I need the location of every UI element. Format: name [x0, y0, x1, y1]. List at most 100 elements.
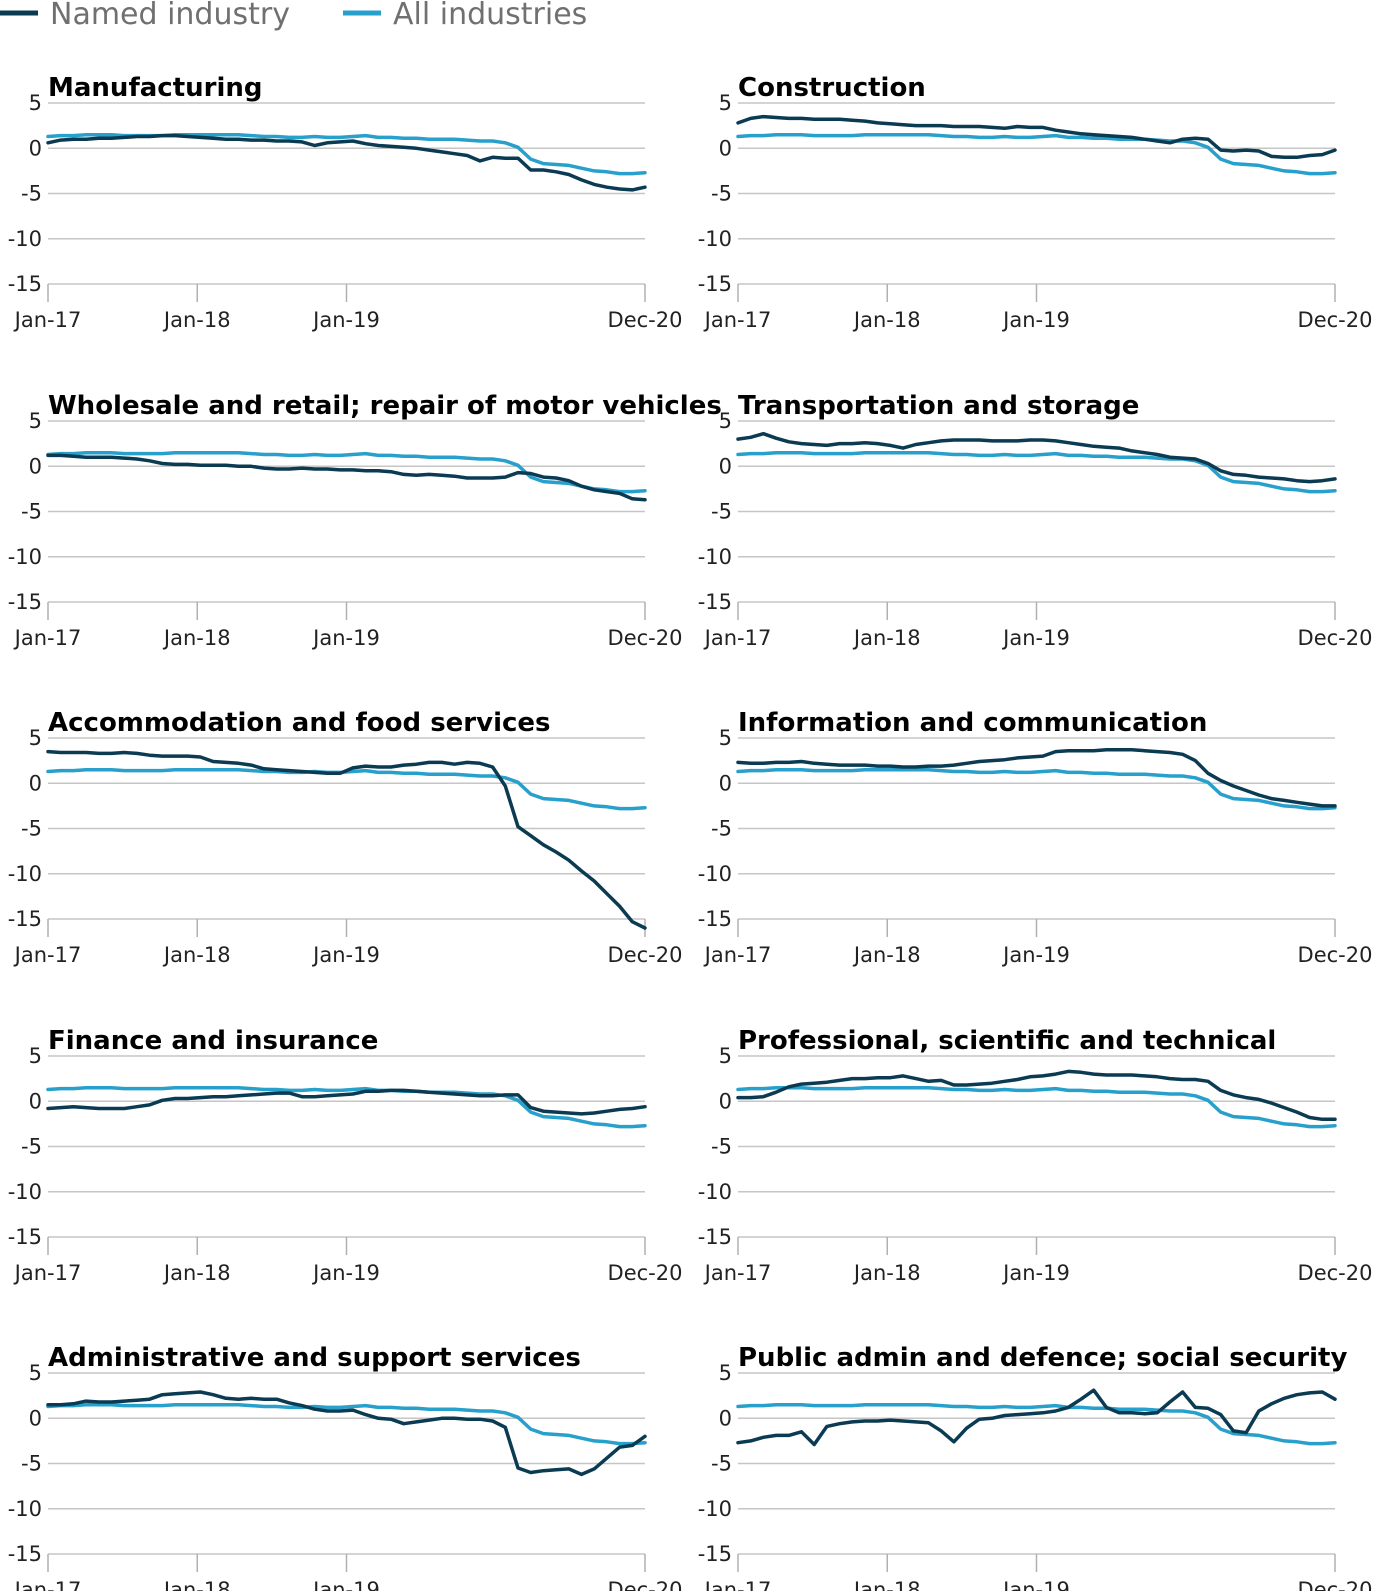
y-tick-label: 0	[29, 1089, 42, 1113]
x-tick-label: Dec-20	[1298, 626, 1373, 650]
x-tick-label: Jan-17	[703, 308, 772, 332]
series-all-industries	[46, 767, 647, 811]
x-tick-label: Jan-18	[852, 1261, 921, 1285]
y-tick-label: -10	[8, 227, 42, 251]
x-tick-label: Jan-18	[162, 626, 231, 650]
series-named-industry	[46, 1088, 647, 1116]
y-tick-label: -10	[8, 862, 42, 886]
legend-label-all-industries: All industries	[393, 0, 587, 32]
y-tick-label: -10	[8, 1497, 42, 1521]
x-tick-label: Jan-18	[162, 1578, 231, 1591]
x-tick-label: Jan-17	[703, 943, 772, 967]
x-tick-label: Jan-19	[311, 1578, 380, 1591]
y-tick-label: -5	[21, 1135, 42, 1159]
series-named-industry	[46, 1390, 647, 1477]
y-tick-label: -15	[698, 1225, 732, 1249]
series-named-industry	[736, 748, 1337, 808]
x-tick-label: Jan-18	[852, 1578, 921, 1591]
x-tick-label: Dec-20	[1298, 943, 1373, 967]
x-tick-label: Dec-20	[608, 943, 683, 967]
y-tick-label: 0	[29, 136, 42, 160]
y-tick-label: -10	[698, 227, 732, 251]
series-all-industries	[46, 1085, 647, 1129]
x-tick-label: Jan-19	[1001, 1578, 1070, 1591]
x-tick-label: Jan-18	[162, 308, 231, 332]
panel-title: Information and communication	[738, 708, 1207, 738]
y-tick-label: -10	[8, 545, 42, 569]
y-tick-label: 0	[29, 454, 42, 478]
series-all-industries	[46, 1402, 647, 1446]
y-tick-label: -5	[711, 500, 732, 524]
x-tick-label: Jan-18	[852, 308, 921, 332]
y-tick-label: -15	[698, 907, 732, 931]
y-tick-label: 5	[719, 409, 732, 433]
x-tick-label: Jan-19	[311, 1261, 380, 1285]
y-tick-label: -10	[8, 1180, 42, 1204]
x-tick-label: Jan-17	[13, 1578, 82, 1591]
panel-professional-scientific-and-technical: 5 0 -5 -10 -15 Jan-17 Jan-18 Jan-19 Dec-20 Profes…	[698, 1026, 1373, 1285]
y-tick-label: 5	[29, 409, 42, 433]
y-tick-label: -15	[8, 1542, 42, 1566]
x-tick-label: Jan-17	[703, 626, 772, 650]
series-all-industries	[736, 767, 1337, 811]
y-tick-label: 5	[719, 1361, 732, 1385]
series-named-industry	[736, 431, 1337, 484]
x-tick-label: Dec-20	[608, 626, 683, 650]
y-tick-label: -10	[698, 1180, 732, 1204]
y-tick-label: 5	[29, 1044, 42, 1068]
x-tick-label: Dec-20	[608, 308, 683, 332]
series-all-industries	[736, 132, 1337, 176]
x-tick-label: Jan-19	[1001, 943, 1070, 967]
legend: Named industry All industries	[0, 0, 587, 32]
panel-title: Wholesale and retail; repair of motor ve…	[48, 391, 722, 421]
legend-item-all-industries: All industries	[343, 0, 587, 32]
x-tick-label: Jan-19	[1001, 1261, 1070, 1285]
panel-title: Accommodation and food services	[48, 708, 551, 738]
panel-information-and-communication: 5 0 -5 -10 -15 Jan-17 Jan-18 Jan-19 Dec-20 Inform…	[698, 708, 1373, 967]
y-tick-label: 5	[719, 91, 732, 115]
panel-wholesale-and-retail-repair-of-motor-vehicles: 5 0 -5 -10 -15 Jan-17 Jan-18 Jan-19 Dec-20 Wholes…	[8, 391, 722, 650]
panel-title: Finance and insurance	[48, 1026, 378, 1056]
series-all-industries	[736, 450, 1337, 494]
y-tick-label: 0	[719, 1089, 732, 1113]
x-tick-label: Jan-17	[703, 1261, 772, 1285]
x-tick-label: Dec-20	[608, 1578, 683, 1591]
panel-manufacturing: 5 0 -5 -10 -15 Jan-17 Jan-18 Jan-19 Dec-20 Manufa…	[8, 73, 683, 332]
y-tick-label: -15	[698, 1542, 732, 1566]
x-tick-label: Dec-20	[1298, 1261, 1373, 1285]
y-tick-label: -10	[698, 545, 732, 569]
y-tick-label: 5	[29, 91, 42, 115]
x-tick-label: Jan-17	[13, 943, 82, 967]
y-tick-label: 0	[29, 771, 42, 795]
series-named-industry	[46, 133, 647, 192]
y-tick-label: 0	[719, 771, 732, 795]
x-tick-label: Jan-17	[13, 308, 82, 332]
series-named-industry	[736, 114, 1337, 160]
x-tick-label: Jan-18	[162, 943, 231, 967]
panel-public-admin-and-defence-social-security: 5 0 -5 -10 -15 Jan-17 Jan-18 Jan-19 Dec-20 Public…	[698, 1343, 1373, 1595]
x-tick-label: Jan-18	[852, 943, 921, 967]
x-tick-label: Jan-18	[162, 1261, 231, 1285]
panel-accommodation-and-food-services: 5 0 -5 -10 -15 Jan-17 Jan-18 Jan-19 Dec-20 Accomm…	[8, 708, 683, 967]
panel-title: Administrative and support services	[48, 1343, 581, 1373]
x-tick-label: Jan-19	[311, 308, 380, 332]
y-tick-label: -15	[698, 272, 732, 296]
y-tick-label: 5	[719, 1044, 732, 1068]
y-tick-label: -10	[698, 1497, 732, 1521]
series-named-industry	[736, 1388, 1337, 1447]
y-tick-label: 5	[29, 726, 42, 750]
y-tick-label: -5	[21, 1452, 42, 1476]
y-tick-label: 0	[29, 1406, 42, 1430]
legend-label-named-industry: Named industry	[50, 0, 290, 32]
y-tick-label: -15	[8, 590, 42, 614]
y-tick-label: 0	[719, 454, 732, 478]
y-tick-label: -5	[711, 1452, 732, 1476]
panel-title: Transportation and storage	[738, 391, 1139, 421]
y-tick-label: 0	[719, 1406, 732, 1430]
y-tick-label: -5	[21, 182, 42, 206]
y-tick-label: -15	[8, 907, 42, 931]
y-tick-label: 5	[719, 726, 732, 750]
y-tick-label: 5	[29, 1361, 42, 1385]
y-tick-label: -15	[8, 1225, 42, 1249]
